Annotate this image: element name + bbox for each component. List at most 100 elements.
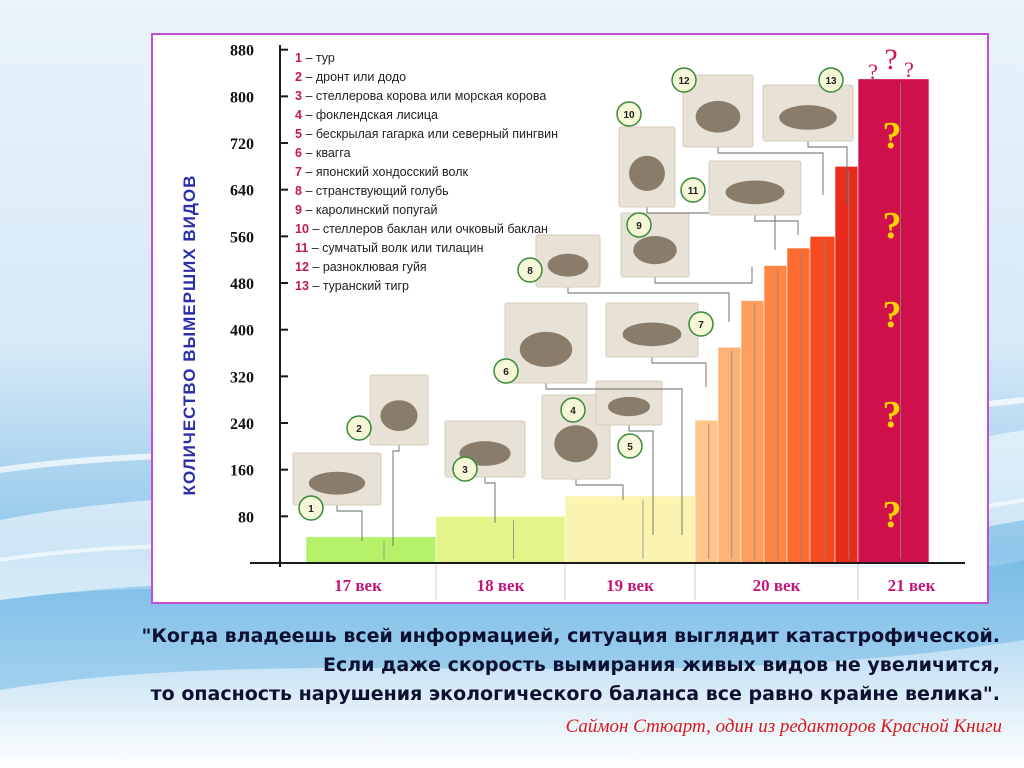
bar-step-11 (857, 78, 930, 564)
animal-leader-12 (717, 147, 824, 195)
bar-step-4 (694, 419, 719, 564)
question-mark-3: ? (883, 294, 902, 336)
question-mark-5: ? (883, 494, 902, 536)
animal-marker-circle-8 (517, 257, 543, 283)
century-label-2: 18 век (477, 576, 525, 595)
legend-item-3: 3 – стеллерова корова или морская корова (295, 89, 546, 103)
y-tick-label-480: 480 (230, 276, 254, 293)
bars-layer (305, 78, 930, 564)
animal-silhouette-2 (380, 400, 418, 431)
quote-line-3: то опасность нарушения экологического ба… (150, 683, 1000, 705)
top-question-mark-2: ? (884, 43, 897, 76)
legend-number-8: 8 (295, 184, 305, 198)
quote-line-1: "Когда владеешь всей информацией, ситуац… (141, 625, 1000, 647)
animal-silhouette-10 (629, 155, 665, 191)
animal-leader-13 (807, 141, 848, 205)
animal-marker-circle-7 (688, 311, 714, 337)
animal-marker-8: 8 (527, 266, 533, 277)
legend-item-6: 6 – квагга (295, 146, 351, 160)
question-mark-1: ? (883, 115, 902, 157)
legend-text-5: – бескрылая гагарка или северный пингвин (305, 127, 558, 141)
legend-text-2: – дронт или додо (305, 70, 406, 84)
quote-block: "Когда владеешь всей информацией, ситуац… (30, 622, 1000, 709)
animal-leader-8 (567, 287, 730, 322)
animal-leader-4 (575, 479, 624, 500)
axes-layer (250, 45, 965, 567)
legend-number-7: 7 (295, 165, 305, 179)
animal-marker-6: 6 (503, 367, 509, 378)
animal-marker-circle-13 (818, 67, 844, 93)
animal-silhouette-5 (607, 396, 651, 417)
legend-item-13: 13 – туранский тигр (295, 279, 409, 293)
legend-text-6: – квагга (305, 146, 350, 160)
animal-marker-11: 11 (688, 186, 699, 197)
legend-text-8: – странствующий голубь (305, 184, 448, 198)
bar-step-9 (809, 236, 836, 564)
bar-step-8 (786, 247, 811, 564)
animal-leader-5 (628, 425, 654, 535)
quote-attribution: Саймон Стюарт, один из редакторов Красно… (565, 716, 1002, 737)
animal-leader-2 (392, 445, 400, 546)
question-marks-layer: ???????? (868, 43, 914, 536)
animal-leader-6 (545, 383, 683, 535)
animal-marker-9: 9 (636, 221, 642, 232)
legend-item-2: 2 – дронт или додо (295, 70, 406, 84)
y-tick-label-560: 560 (230, 229, 254, 246)
legend-number-3: 3 (295, 89, 305, 103)
legend-text-9: – каролинский попугай (305, 203, 437, 217)
y-tick-label-800: 800 (230, 89, 254, 106)
legend-text-4: – фоклендская лисица (305, 108, 438, 122)
top-question-mark-3: ? (904, 57, 914, 82)
animal-marker-circle-1 (298, 495, 324, 521)
animal-marker-1: 1 (308, 504, 314, 515)
legend-text-7: – японский хондосский волк (305, 165, 468, 179)
animal-leader-3 (484, 477, 496, 523)
legend-number-4: 4 (295, 108, 305, 122)
animal-silhouette-11 (725, 180, 785, 205)
legend-item-1: 1 – тур (295, 51, 335, 65)
animal-silhouette-12 (695, 100, 741, 133)
animal-marker-2: 2 (356, 424, 362, 435)
y-tick-label-80: 80 (238, 509, 254, 526)
legend-item-9: 9 – каролинский попугай (295, 203, 437, 217)
animal-marker-12: 12 (678, 76, 690, 87)
bar-step-10 (834, 166, 859, 564)
y-tick-label-320: 320 (230, 369, 254, 386)
bar-step-6 (740, 300, 765, 564)
y-tick-label-400: 400 (230, 323, 254, 340)
legend-text-1: – тур (305, 51, 334, 65)
animal-marker-circle-11 (680, 177, 706, 203)
animal-silhouette-13 (779, 105, 837, 130)
chart-frame: 80 160 240 320 400 480 560 640 720 800 880 17 век 1… (151, 33, 989, 604)
legend-number-11: 11 (295, 241, 312, 255)
animal-marker-3: 3 (462, 465, 468, 476)
legend-item-11: 11 – сумчатый волк или тилацин (295, 241, 484, 255)
animal-marker-7: 7 (698, 320, 704, 331)
century-label-1: 17 век (334, 576, 382, 595)
quote-line-2: Если даже скорость вымирания живых видов… (322, 654, 1000, 676)
legend-number-6: 6 (295, 146, 305, 160)
animal-leader-9 (654, 267, 753, 284)
animal-marker-10: 10 (623, 110, 635, 121)
y-tick-label-160: 160 (230, 463, 254, 480)
animal-leader-1 (336, 505, 363, 541)
century-labels-layer: 17 век 18 век 19 век 20 век 21 век (334, 576, 935, 595)
animal-silhouette-1 (308, 471, 366, 495)
animal-marker-circle-4 (560, 397, 586, 423)
legend-number-13: 13 (295, 279, 312, 293)
question-mark-2: ? (883, 205, 902, 247)
legend-item-5: 5 – бескрылая гагарка или северный пингв… (295, 127, 558, 141)
bar-step-7 (763, 265, 788, 564)
animal-silhouette-9 (633, 236, 677, 265)
legend-text-3: – стеллерова корова или морская корова (305, 89, 546, 103)
legend-number-12: 12 (295, 260, 312, 274)
legend-layer: 1 – тур 2 – дронт или додо 3 – стеллерова … (295, 51, 558, 293)
animal-silhouette-6 (519, 331, 573, 367)
y-tick-label-720: 720 (230, 136, 254, 153)
century-label-3: 19 век (606, 576, 654, 595)
animal-leader-11 (754, 215, 799, 235)
animal-marker-circle-3 (452, 456, 478, 482)
legend-item-7: 7 – японский хондосский волк (295, 165, 468, 179)
y-ticks-layer: 80 160 240 320 400 480 560 640 720 800 880 (230, 43, 288, 526)
